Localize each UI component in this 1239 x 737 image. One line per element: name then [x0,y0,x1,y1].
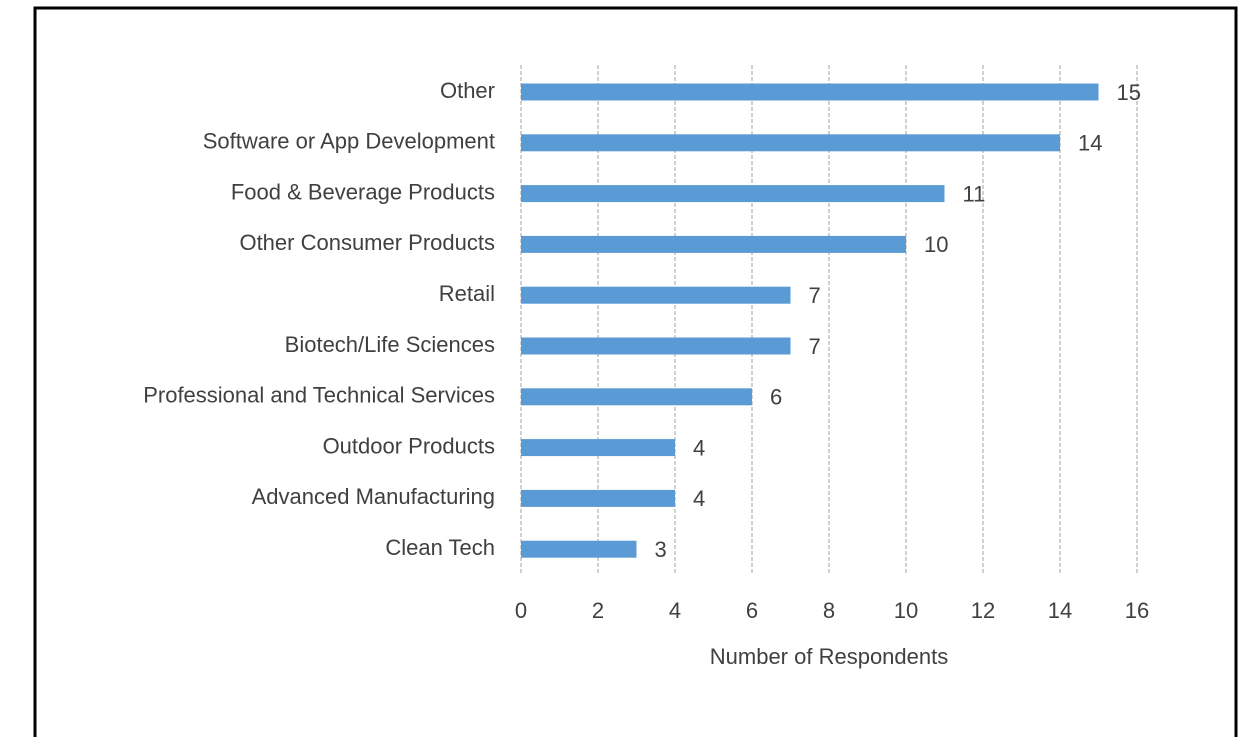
data-label: 7 [809,283,821,308]
y-tick-label: Biotech/Life Sciences [285,332,495,357]
y-tick-label: Clean Tech [385,535,495,560]
data-label: 4 [693,486,705,511]
x-tick-label: 16 [1125,598,1149,623]
x-tick-label: 10 [894,598,918,623]
bar [521,540,637,558]
bar [521,489,675,507]
data-label: 3 [655,537,667,562]
bar [521,83,1099,101]
bar [521,286,791,304]
y-tick-label: Advanced Manufacturing [252,484,495,509]
data-label: 7 [809,334,821,359]
y-tick-label: Retail [439,281,495,306]
bar [521,235,906,253]
x-tick-label: 4 [669,598,681,623]
y-tick-label: Software or App Development [203,129,495,154]
y-tick-label: Outdoor Products [323,433,495,458]
x-tick-label: 14 [1048,598,1072,623]
y-tick-label: Other [440,78,495,103]
y-tick-label: Professional and Technical Services [143,383,495,408]
x-axis-title: Number of Respondents [710,644,948,669]
bar [521,134,1060,152]
data-label: 4 [693,435,705,460]
bar [521,388,752,406]
x-tick-label: 8 [823,598,835,623]
data-label: 10 [924,232,948,257]
bar [521,439,675,457]
y-tick-label: Other Consumer Products [239,230,495,255]
x-tick-label: 12 [971,598,995,623]
y-tick-label: Food & Beverage Products [231,179,495,204]
data-label: 11 [963,181,986,206]
x-tick-label: 0 [515,598,527,623]
bar [521,185,945,203]
x-tick-label: 6 [746,598,758,623]
data-label: 14 [1078,131,1102,156]
bar [521,337,791,355]
data-label: 6 [770,385,782,410]
data-label: 15 [1117,80,1141,105]
x-tick-label: 2 [592,598,604,623]
frame [33,6,1238,737]
